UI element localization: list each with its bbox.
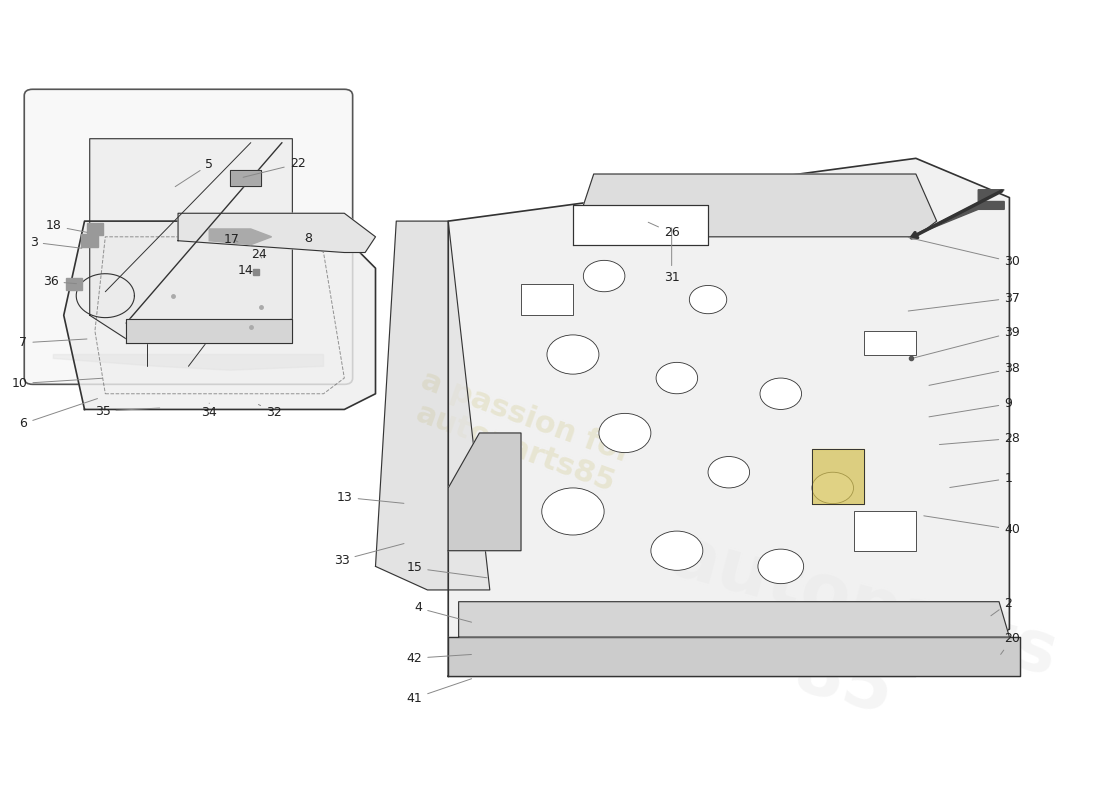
Text: 6: 6 bbox=[20, 398, 98, 430]
Text: 41: 41 bbox=[407, 678, 472, 705]
Text: 18: 18 bbox=[46, 219, 87, 232]
Text: 5: 5 bbox=[175, 158, 213, 186]
Circle shape bbox=[758, 549, 804, 584]
Text: 40: 40 bbox=[924, 516, 1020, 536]
Text: 33: 33 bbox=[333, 543, 404, 566]
Polygon shape bbox=[66, 278, 82, 290]
Text: a passion for
autoparts85: a passion for autoparts85 bbox=[406, 366, 636, 501]
Circle shape bbox=[542, 488, 604, 535]
Text: 34: 34 bbox=[201, 403, 217, 419]
Text: autoparts
85: autoparts 85 bbox=[642, 522, 1065, 768]
Polygon shape bbox=[448, 637, 1020, 676]
Text: 20: 20 bbox=[1001, 632, 1020, 654]
Text: 14: 14 bbox=[238, 264, 253, 277]
Text: 28: 28 bbox=[939, 432, 1020, 445]
Text: 2: 2 bbox=[991, 597, 1012, 616]
Text: 13: 13 bbox=[337, 491, 404, 504]
Circle shape bbox=[656, 362, 697, 394]
FancyBboxPatch shape bbox=[24, 90, 353, 384]
Polygon shape bbox=[126, 319, 293, 342]
Text: 9: 9 bbox=[930, 398, 1012, 417]
Polygon shape bbox=[459, 602, 1010, 637]
Text: 10: 10 bbox=[11, 377, 102, 390]
Polygon shape bbox=[573, 206, 708, 245]
Text: 35: 35 bbox=[95, 405, 160, 418]
Polygon shape bbox=[209, 229, 272, 245]
Circle shape bbox=[651, 531, 703, 570]
Polygon shape bbox=[448, 433, 521, 550]
Text: 4: 4 bbox=[415, 602, 472, 622]
Polygon shape bbox=[230, 170, 261, 186]
Text: 24: 24 bbox=[251, 247, 267, 261]
Text: 39: 39 bbox=[914, 326, 1020, 358]
Circle shape bbox=[812, 472, 854, 504]
Circle shape bbox=[547, 335, 598, 374]
Polygon shape bbox=[53, 354, 323, 370]
Circle shape bbox=[598, 414, 651, 453]
Polygon shape bbox=[375, 221, 490, 590]
Text: 38: 38 bbox=[930, 362, 1020, 386]
Text: 30: 30 bbox=[909, 238, 1020, 269]
Circle shape bbox=[583, 260, 625, 292]
Polygon shape bbox=[90, 138, 293, 339]
Text: 26: 26 bbox=[648, 222, 680, 239]
Text: 15: 15 bbox=[406, 562, 487, 578]
Text: 31: 31 bbox=[663, 228, 680, 284]
Polygon shape bbox=[448, 158, 1010, 676]
Polygon shape bbox=[812, 449, 864, 504]
Text: 7: 7 bbox=[20, 336, 87, 350]
Text: 8: 8 bbox=[304, 232, 312, 245]
Text: 42: 42 bbox=[407, 652, 472, 665]
Polygon shape bbox=[583, 174, 937, 237]
Polygon shape bbox=[64, 221, 375, 410]
Text: 17: 17 bbox=[224, 233, 240, 246]
Circle shape bbox=[760, 378, 802, 410]
Text: 3: 3 bbox=[30, 236, 81, 249]
Bar bbox=[521, 284, 573, 315]
Bar bbox=[864, 331, 916, 354]
Polygon shape bbox=[911, 190, 1004, 237]
Text: 36: 36 bbox=[43, 275, 77, 288]
Polygon shape bbox=[178, 214, 375, 253]
Text: 37: 37 bbox=[909, 291, 1020, 311]
Circle shape bbox=[690, 286, 727, 314]
Text: 1: 1 bbox=[949, 472, 1012, 487]
Bar bbox=[854, 511, 916, 550]
Polygon shape bbox=[81, 234, 98, 247]
Text: 32: 32 bbox=[258, 405, 282, 419]
Circle shape bbox=[708, 457, 749, 488]
Polygon shape bbox=[87, 222, 103, 235]
Text: 22: 22 bbox=[243, 158, 306, 178]
